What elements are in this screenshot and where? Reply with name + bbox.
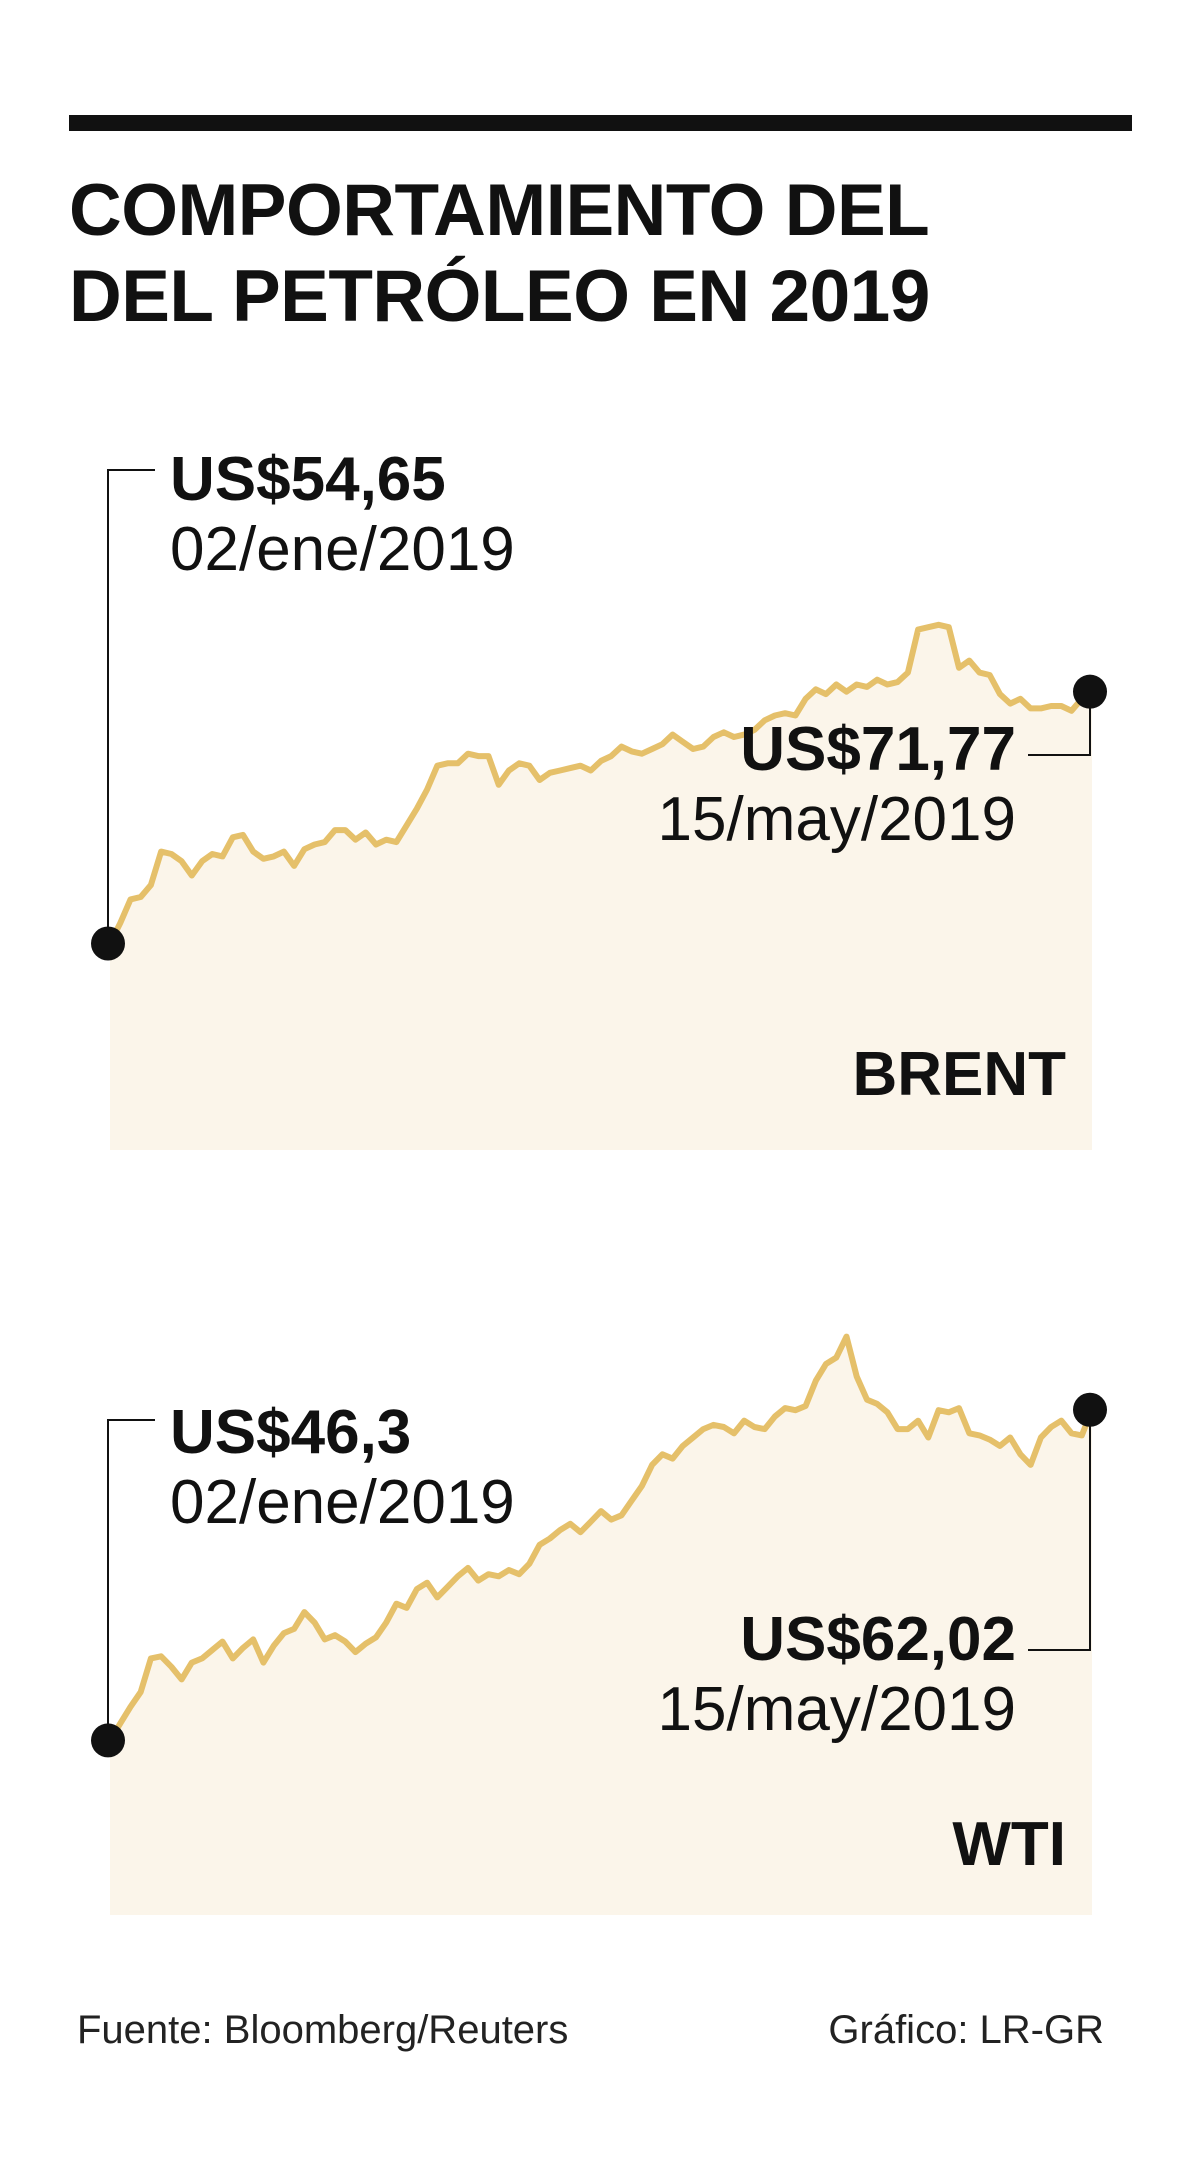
wti-start-date: 02/ene/2019 — [170, 1468, 515, 1537]
wti-end-date: 15/may/2019 — [657, 1675, 1016, 1744]
title-line-1: COMPORTAMIENTO DEL — [69, 170, 930, 251]
brent-end-date: 15/may/2019 — [657, 785, 1016, 854]
brent-end-marker — [1073, 674, 1107, 709]
brent-series-name: BRENT — [852, 1040, 1066, 1109]
wti-start-value: US$46,3 — [170, 1398, 412, 1467]
wti-end-marker — [1073, 1392, 1107, 1427]
wti-chart: US$46,3 02/ene/2019 US$62,02 15/may/2019… — [0, 1305, 1200, 2065]
brent-start-marker — [91, 926, 125, 961]
wti-start-marker — [91, 1723, 125, 1758]
wti-start-leader — [107, 1419, 155, 1741]
brent-chart: US$54,65 02/ene/2019 US$71,77 15/may/201… — [0, 410, 1200, 1170]
brent-area-fill — [110, 624, 1092, 1150]
brent-start-date: 02/ene/2019 — [170, 515, 515, 584]
wti-price-line — [107, 1333, 1095, 1744]
title-line-2: DEL PETRÓLEO EN 2019 — [69, 256, 930, 337]
brent-start-leader — [107, 469, 155, 944]
brent-end-value: US$71,77 — [740, 715, 1016, 784]
brent-chart-svg — [91, 469, 1107, 1150]
wti-series-name: WTI — [952, 1810, 1066, 1879]
page-title: COMPORTAMIENTO DEL DEL PETRÓLEO EN 2019 — [69, 168, 930, 340]
graphic-credit: Gráfico: LR-GR — [828, 2008, 1104, 2052]
source-note: Fuente: Bloomberg/Reuters — [77, 2008, 569, 2052]
wti-chart-svg — [91, 1333, 1107, 1915]
brent-price-line — [107, 621, 1095, 947]
brent-end-leader — [1028, 691, 1091, 756]
top-rule — [69, 115, 1132, 131]
wti-end-value: US$62,02 — [740, 1605, 1016, 1674]
brent-start-value: US$54,65 — [170, 445, 446, 514]
wti-end-leader — [1028, 1409, 1091, 1651]
wti-area-fill — [110, 1336, 1092, 1915]
